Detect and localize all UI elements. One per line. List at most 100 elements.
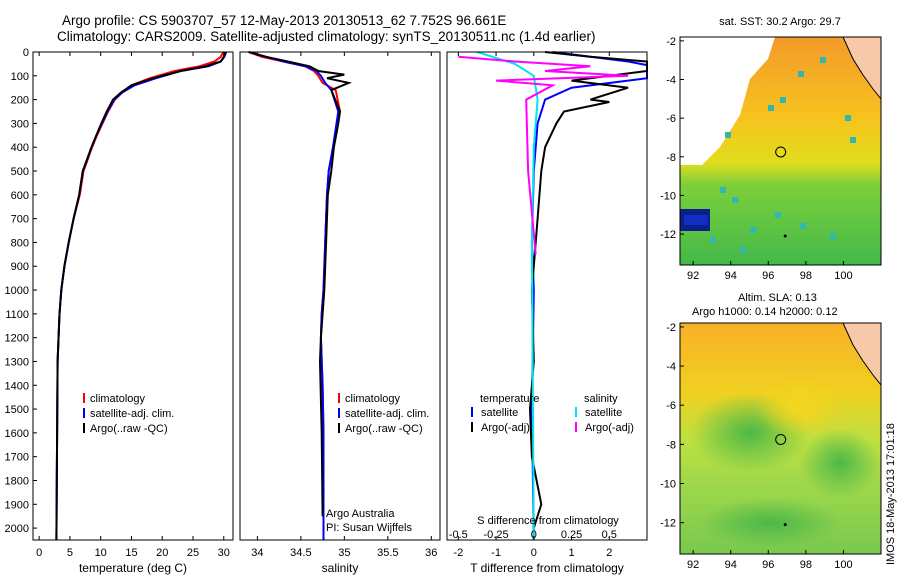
sst_map-xtick-label: 94 <box>725 270 737 282</box>
diff-xtick-top-label: 0 <box>531 529 537 541</box>
salinity-annotation: PI: Susan Wijffels <box>326 522 412 534</box>
sst_map-ytick-label: -2 <box>666 36 676 48</box>
temperature-xtick-label: 5 <box>67 547 73 559</box>
sla_map-ytick-label: -2 <box>666 322 676 334</box>
sla_map-xtick-label: 94 <box>725 559 737 571</box>
temperature-ytick-label: 1200 <box>5 333 29 345</box>
sst_map-xtick-label: 98 <box>800 270 812 282</box>
sst-cold-patch <box>684 215 708 225</box>
sst-pixel <box>850 137 856 143</box>
temperature-ytick-label: 400 <box>11 142 29 154</box>
temperature-ytick-label: 1400 <box>5 380 29 392</box>
temperature-ytick-label: 600 <box>11 190 29 202</box>
differences-series-0 <box>530 51 648 541</box>
sla-high-region <box>755 378 845 438</box>
temperature-ytick-label: 1300 <box>5 356 29 368</box>
diff-xtick-top-label: -0.5 <box>449 529 468 541</box>
sla_map-ytick-label: -6 <box>666 400 676 412</box>
sla_map-ytick-label: -10 <box>660 479 676 491</box>
sst-pixel <box>775 212 781 218</box>
diff-xtick-top-label: 0.25 <box>561 529 582 541</box>
temperature-legend-label: satellite-adj. clim. <box>90 408 174 420</box>
sst_map-track-point <box>783 234 787 238</box>
temperature-legend-label: climatology <box>90 393 146 405</box>
differences-series-3 <box>458 55 629 255</box>
diff-legend-label: satellite <box>585 407 622 419</box>
differences-xtick-label: -2 <box>453 547 463 559</box>
temperature-plot-frame <box>32 51 234 541</box>
salinity-xtick-label: 34.5 <box>290 547 311 559</box>
temperature-ytick-label: 700 <box>11 214 29 226</box>
differences-plot-frame <box>446 51 648 541</box>
sst_map-xtick-label: 100 <box>834 270 852 282</box>
sst_map-ytick-label: -8 <box>666 152 676 164</box>
temperature-series-2 <box>55 51 226 541</box>
sst-pixel <box>800 223 806 229</box>
temperature-ytick-label: 200 <box>11 95 29 107</box>
sst_map-xtick-label: 96 <box>762 270 774 282</box>
sst-pixel <box>725 132 731 138</box>
temperature-xlabel: temperature (deg C) <box>79 561 187 575</box>
sla-low-region <box>700 498 840 548</box>
differences-xtick-label: 1 <box>568 547 574 559</box>
temperature-ytick-label: 1000 <box>5 285 29 297</box>
temperature-ytick-label: 0 <box>23 47 29 59</box>
sst-pixel <box>732 197 738 203</box>
sla_map-xtick-label: 100 <box>834 559 852 571</box>
sst-pixel <box>780 97 786 103</box>
sla_map-argo-marker <box>775 433 787 445</box>
salinity-annotation: Argo Australia <box>326 508 395 520</box>
sst-map-title: sat. SST: 30.2 Argo: 29.7 <box>719 16 841 28</box>
diff-legend-label: satellite <box>481 407 518 419</box>
temperature-xtick-label: 10 <box>95 547 107 559</box>
salinity-legend-label: climatology <box>345 393 401 405</box>
sla_map-ytick-label: -4 <box>666 361 676 373</box>
sst_map-xtick-label: 92 <box>687 270 699 282</box>
title-line-1: Argo profile: CS 5903707_57 12-May-2013 … <box>62 13 507 28</box>
temperature-ytick-label: 300 <box>11 118 29 130</box>
temperature-ytick-label: 800 <box>11 237 29 249</box>
differences-series-2 <box>476 51 539 541</box>
sst-pixel <box>740 247 746 253</box>
temperature-ytick-label: 100 <box>11 71 29 83</box>
salinity-xtick-label: 36 <box>425 547 437 559</box>
sla_map-xtick-label: 96 <box>762 559 774 571</box>
sla-map-title: Argo h1000: 0.14 h2000: 0.12 <box>692 306 838 318</box>
salinity-legend-label: Argo(..raw -QC) <box>345 423 423 435</box>
sst-pixel <box>798 71 804 77</box>
temperature-xtick-label: 20 <box>156 547 168 559</box>
sst-pixel <box>830 233 836 239</box>
temperature-ytick-label: 1500 <box>5 404 29 416</box>
diff-legend-header: temperature <box>480 393 539 405</box>
temperature-ytick-label: 1800 <box>5 475 29 487</box>
salinity-xtick-label: 35.5 <box>377 547 398 559</box>
temperature-ytick-label: 1100 <box>5 309 29 321</box>
temperature-ytick-label: 1900 <box>5 499 29 511</box>
sst-pixel <box>768 105 774 111</box>
sst-pixel <box>720 187 726 193</box>
diff-legend-header: salinity <box>584 393 618 405</box>
sst_map-ytick-label: -10 <box>660 190 676 202</box>
sla_map-xtick-label: 98 <box>800 559 812 571</box>
sst_map-argo-marker <box>775 146 787 158</box>
temperature-xtick-label: 30 <box>218 547 230 559</box>
salinity-series-0 <box>248 51 342 540</box>
temperature-ytick-label: 500 <box>11 166 29 178</box>
diff-legend-label: Argo(-adj) <box>585 422 634 434</box>
sla_map-frame <box>679 322 882 555</box>
sst-pixel <box>820 57 826 63</box>
temperature-xtick-label: 0 <box>36 547 42 559</box>
differences-xtick-label: 0 <box>531 547 537 559</box>
temperature-series-1 <box>55 51 228 541</box>
temperature-xtick-label: 25 <box>187 547 199 559</box>
salinity-legend-label: satellite-adj. clim. <box>345 408 429 420</box>
sla-map-title: Altim. SLA: 0.13 <box>738 292 817 304</box>
sla_map-ytick-label: -12 <box>660 518 676 530</box>
diff-xtick-top-label: -0.25 <box>484 529 509 541</box>
diff-xtick-top-label: 0.5 <box>602 529 617 541</box>
temperature-ytick-label: 900 <box>11 261 29 273</box>
sla_map-xtick-label: 92 <box>687 559 699 571</box>
temperature-series-0 <box>55 51 225 541</box>
salinity-plot-frame <box>239 51 441 541</box>
